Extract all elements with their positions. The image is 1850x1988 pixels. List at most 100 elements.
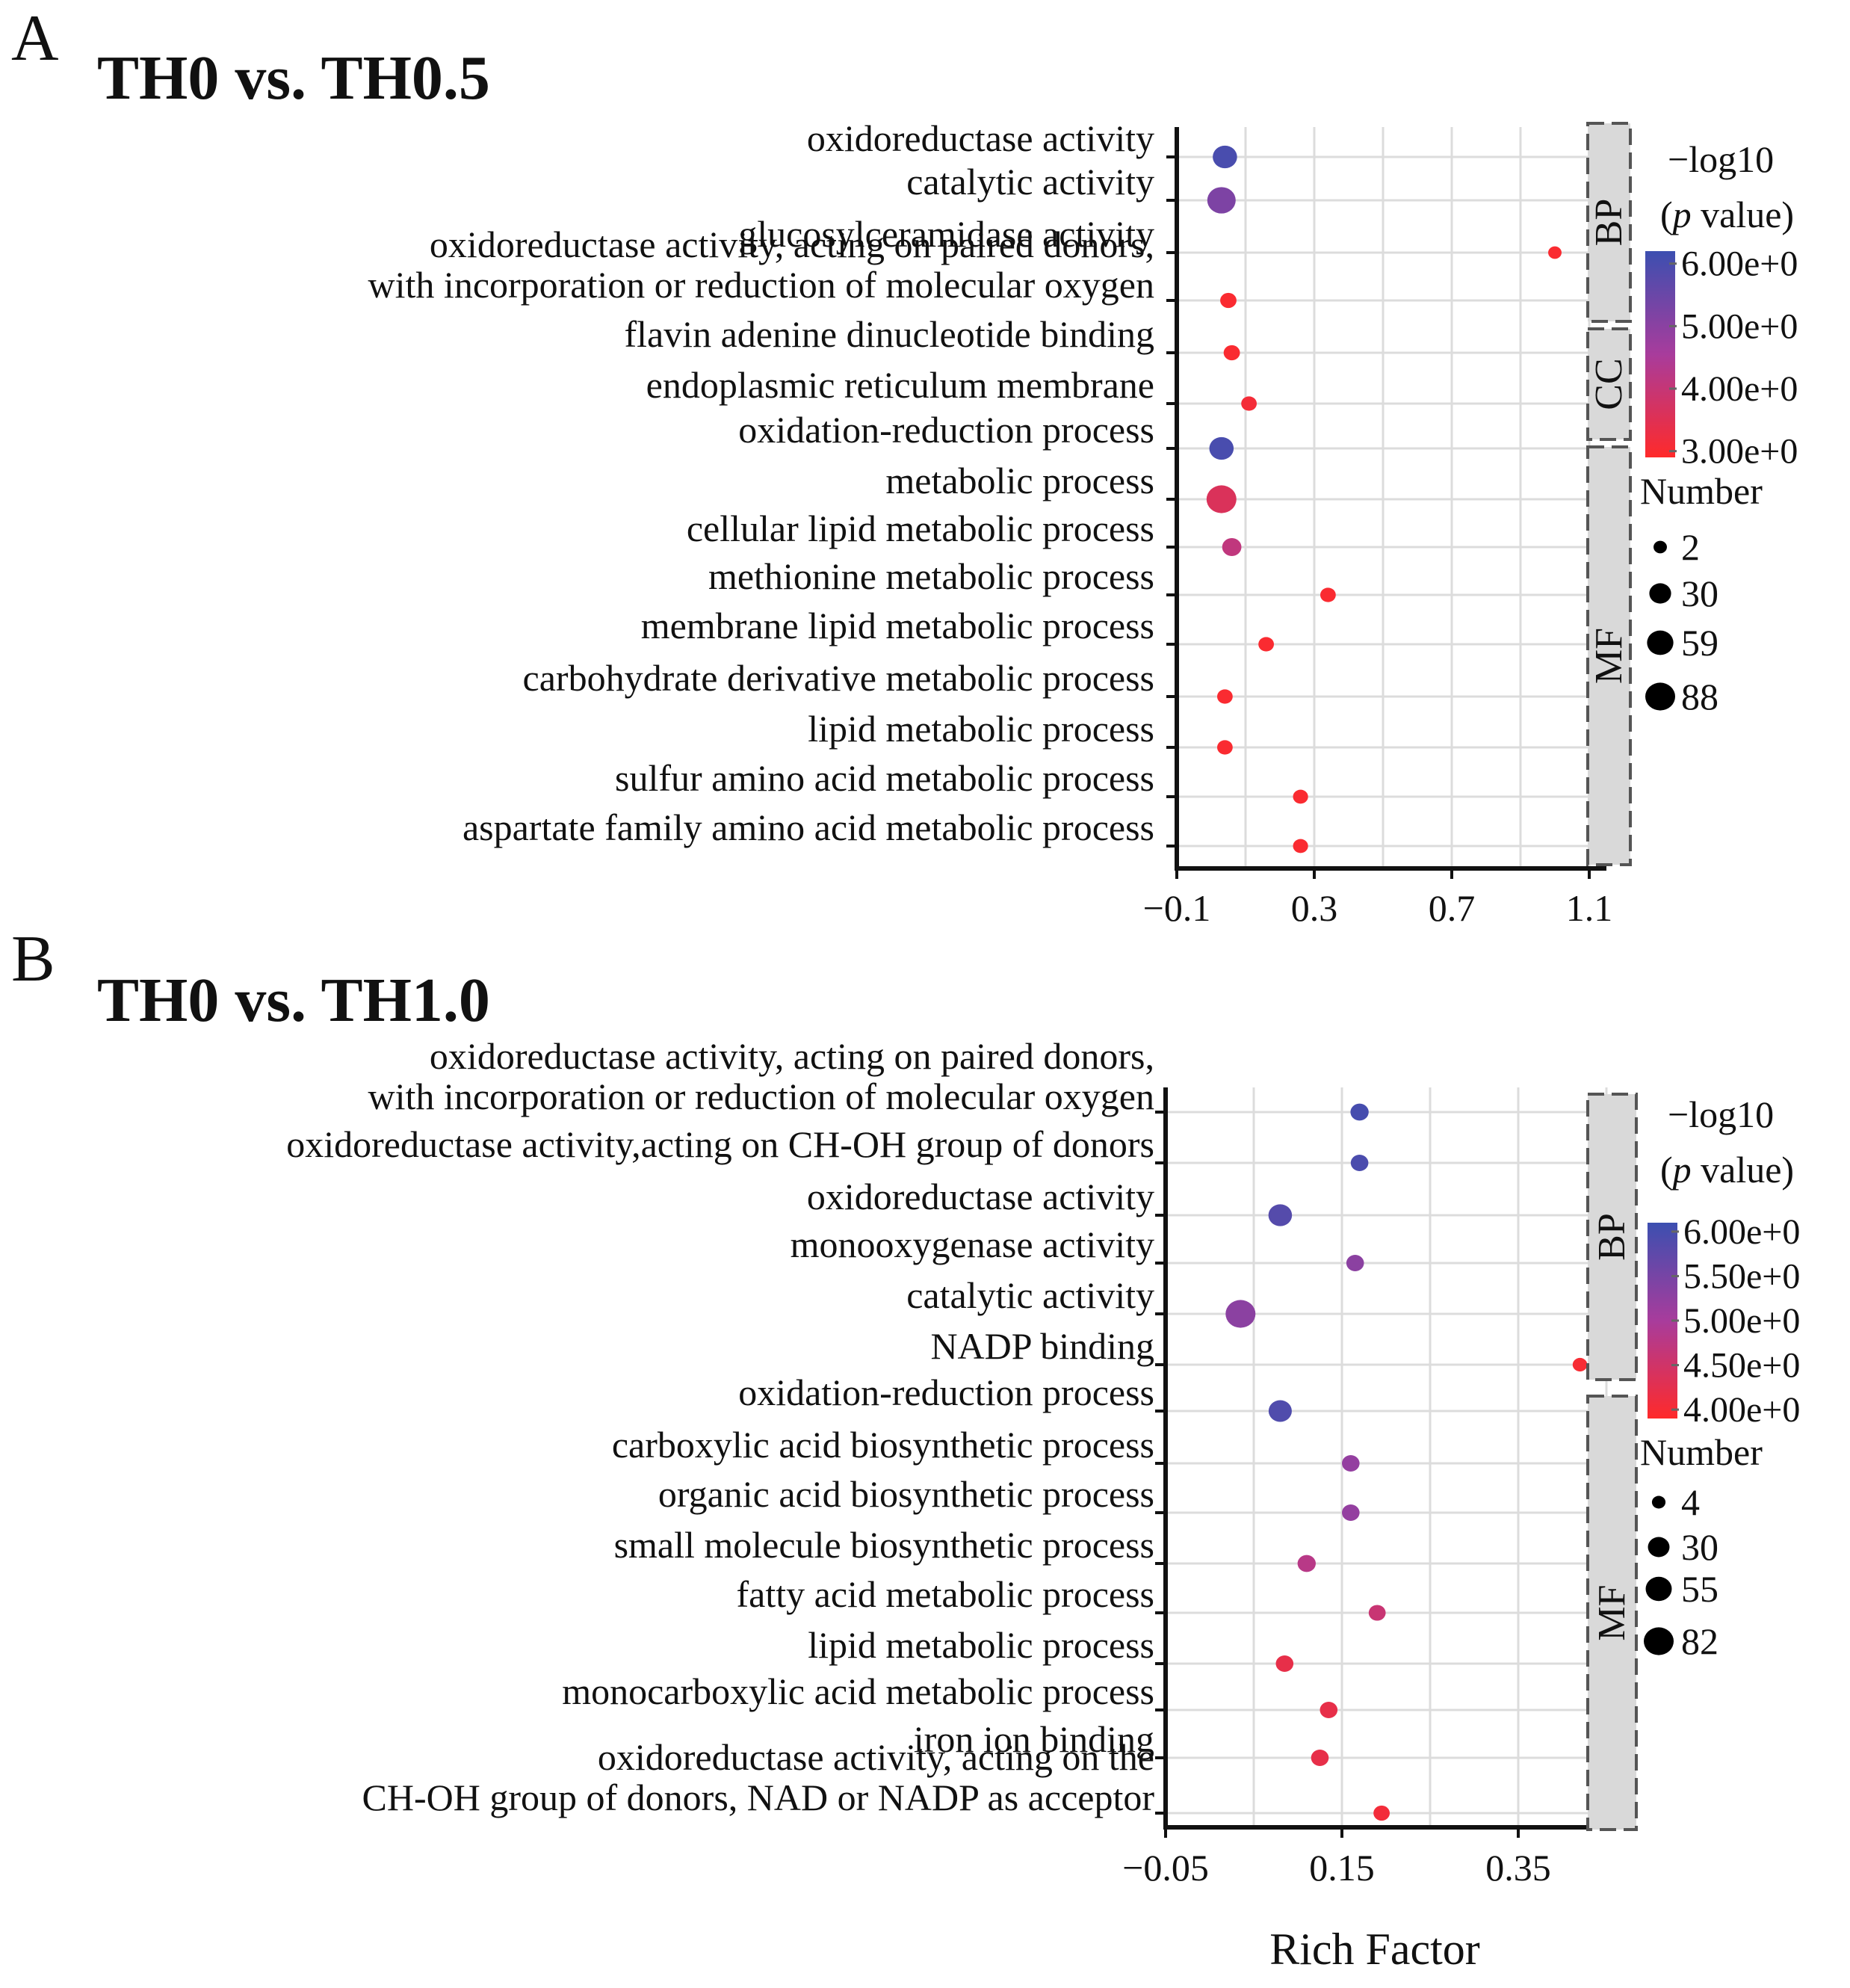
data-point bbox=[1548, 246, 1562, 259]
y-tick-label-line1: oxidoreductase activity, acting on paire… bbox=[430, 223, 1154, 265]
size-legend-title: Number bbox=[1640, 1431, 1763, 1473]
data-point bbox=[1268, 1204, 1293, 1226]
x-tick-label: −0.1 bbox=[1143, 887, 1211, 929]
data-point bbox=[1342, 1455, 1360, 1472]
y-tick-label: flavin adenine dinucleotide binding bbox=[624, 313, 1154, 355]
x-axis-label: Rich Factor bbox=[1269, 1924, 1480, 1974]
y-tick-label: glucosylceramidase activity bbox=[738, 213, 1154, 255]
size-legend-dot bbox=[1648, 1537, 1670, 1558]
size-legend-label: 30 bbox=[1681, 572, 1718, 614]
y-tick-label: carboxylic acid biosynthetic process bbox=[612, 1424, 1154, 1466]
y-tick-label: NADP binding bbox=[930, 1325, 1154, 1367]
data-point bbox=[1207, 187, 1236, 214]
size-legend-label: 2 bbox=[1681, 526, 1700, 568]
data-point bbox=[1293, 789, 1308, 804]
y-tick-label: sulfur amino acid metabolic process bbox=[615, 757, 1154, 799]
colorbar-tick-label: 5.00e+0 bbox=[1681, 306, 1798, 346]
y-tick-label-line1: oxidoreductase activity, acting on paire… bbox=[430, 1035, 1154, 1077]
data-point bbox=[1241, 396, 1257, 411]
y-tick-label: monocarboxylic acid metabolic process bbox=[562, 1670, 1154, 1712]
data-point bbox=[1293, 839, 1308, 853]
data-point bbox=[1225, 1300, 1256, 1328]
y-tick-label-line1: oxidoreductase activity, acting on the bbox=[598, 1736, 1154, 1778]
data-point bbox=[1217, 740, 1233, 755]
facet-strip bbox=[1586, 1395, 1638, 1831]
size-legend-dot bbox=[1644, 1627, 1674, 1655]
color-legend-title-line2: (p value) bbox=[1660, 194, 1794, 235]
data-point bbox=[1311, 1750, 1329, 1766]
colorbar-tick-label: 4.00e+0 bbox=[1683, 1390, 1800, 1430]
colorbar-tick-label: 6.00e+0 bbox=[1683, 1212, 1800, 1252]
y-tick-label: cellular lipid metabolic process bbox=[687, 507, 1154, 549]
y-tick-label: oxidoreductase activity,acting on CH-OH … bbox=[286, 1123, 1154, 1165]
data-point bbox=[1275, 1655, 1294, 1672]
size-legend-label: 82 bbox=[1681, 1620, 1718, 1662]
data-point bbox=[1320, 587, 1336, 602]
data-point bbox=[1222, 538, 1242, 556]
color-legend-title: −log10 bbox=[1668, 138, 1774, 180]
panel-b: B TH0 vs. TH1.0 −0.05 0.15 0.35 oxidoreductas… bbox=[11, 923, 1800, 1889]
size-legend-dot bbox=[1653, 540, 1667, 554]
colorbar-tick-label: 5.00e+0 bbox=[1683, 1301, 1800, 1341]
data-point bbox=[1368, 1605, 1386, 1621]
size-legend-dot bbox=[1651, 1495, 1666, 1509]
colorbar-tick-label: 4.50e+0 bbox=[1683, 1346, 1800, 1386]
y-tick-label: aspartate family amino acid metabolic pr… bbox=[462, 806, 1154, 848]
y-tick-label: lipid metabolic process bbox=[808, 708, 1154, 750]
data-point bbox=[1268, 1400, 1292, 1422]
y-tick-label: oxidoreductase activity bbox=[807, 117, 1154, 159]
data-point bbox=[1213, 145, 1237, 169]
panel-letter: A bbox=[11, 2, 59, 75]
size-legend-dot bbox=[1649, 583, 1671, 604]
y-tick-label: monooxygenase activity bbox=[791, 1223, 1154, 1265]
colorbar-tick-label: 4.00e+0 bbox=[1681, 369, 1798, 409]
size-legend-dot bbox=[1645, 682, 1675, 711]
color-legend-title: −log10 bbox=[1668, 1093, 1774, 1135]
colorbar bbox=[1645, 251, 1675, 457]
y-tick-label: metabolic process bbox=[885, 460, 1154, 501]
y-tick-label: fatty acid metabolic process bbox=[737, 1573, 1155, 1615]
x-tick-label: 0.15 bbox=[1309, 1847, 1375, 1889]
facet-strip bbox=[1586, 122, 1632, 323]
y-tick-label: organic acid biosynthetic process bbox=[658, 1473, 1154, 1515]
y-tick-label-line2: CH-OH group of donors, NAD or NADP as ac… bbox=[362, 1776, 1155, 1818]
y-tick-label: methionine metabolic process bbox=[708, 555, 1154, 597]
y-tick-label: membrane lipid metabolic process bbox=[641, 605, 1154, 646]
data-point bbox=[1320, 1702, 1338, 1718]
facet-strip-label: MF bbox=[1591, 1584, 1633, 1640]
size-legend-dot bbox=[1645, 1576, 1672, 1602]
data-point bbox=[1209, 436, 1234, 460]
x-tick-label: 0.35 bbox=[1485, 1847, 1551, 1889]
colorbar-tick-label: 5.50e+0 bbox=[1683, 1256, 1800, 1296]
data-point bbox=[1572, 1357, 1588, 1372]
x-tick-label: 0.7 bbox=[1429, 887, 1476, 929]
data-point bbox=[1373, 1805, 1390, 1821]
facet-strip bbox=[1586, 327, 1632, 441]
size-legend-label: 88 bbox=[1681, 676, 1718, 717]
panel-letter: B bbox=[11, 923, 55, 995]
facet-strip-label: MF bbox=[1588, 628, 1630, 684]
colorbar-tick-label: 6.00e+0 bbox=[1681, 244, 1798, 284]
facet-strip bbox=[1586, 445, 1632, 866]
facet-strip-label: BP bbox=[1591, 1213, 1633, 1261]
size-legend-dot bbox=[1647, 630, 1674, 655]
size-legend-title: Number bbox=[1640, 470, 1763, 512]
data-point bbox=[1350, 1103, 1369, 1121]
facet-strip bbox=[1586, 1093, 1638, 1381]
size-legend-label: 55 bbox=[1681, 1568, 1718, 1610]
data-point bbox=[1346, 1255, 1364, 1271]
x-tick-label: 1.1 bbox=[1566, 887, 1613, 929]
colorbar-tick-label: 3.00e+0 bbox=[1681, 432, 1798, 472]
data-point bbox=[1297, 1555, 1316, 1572]
y-tick-label: small molecule biosynthetic process bbox=[614, 1524, 1154, 1566]
panel-a: A TH0 vs. TH0.5 −0.1 0.3 0.7 1.1 oxidoreductas… bbox=[11, 2, 1798, 929]
data-point bbox=[1342, 1504, 1360, 1521]
y-tick-label: oxidation-reduction process bbox=[738, 1371, 1154, 1413]
y-tick-label: catalytic activity bbox=[906, 1274, 1154, 1316]
y-tick-label: oxidation-reduction process bbox=[738, 409, 1154, 451]
x-tick-label: 0.3 bbox=[1291, 887, 1338, 929]
facet-strip-label: BP bbox=[1588, 199, 1630, 247]
y-tick-label: endoplasmic reticulum membrane bbox=[646, 364, 1154, 406]
